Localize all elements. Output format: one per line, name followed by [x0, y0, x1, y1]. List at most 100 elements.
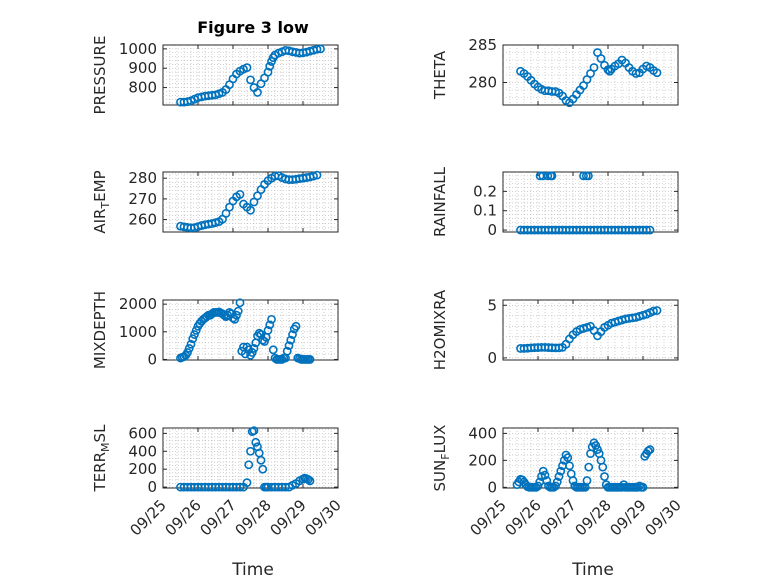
y-tick-label: 800: [128, 79, 157, 97]
x-tick-label: 09/27: [197, 496, 240, 539]
data-point: [254, 328, 264, 338]
data-point: [235, 298, 245, 308]
data-point: [242, 63, 252, 73]
data-point: [253, 88, 262, 97]
data-point: [589, 63, 599, 72]
data-point: [642, 225, 651, 235]
x-tick-label: 09/25: [467, 496, 510, 539]
y-tick-label: 0: [147, 350, 157, 368]
data-point: [312, 170, 322, 180]
data-point: [244, 460, 254, 470]
y-axis-label: TERRMSL: [91, 424, 112, 493]
data-point: [568, 476, 578, 485]
data-point: [638, 482, 648, 492]
y-tick-label: 0: [487, 221, 497, 239]
data-point: [235, 189, 245, 199]
data-point: [538, 466, 548, 476]
data-point: [184, 343, 194, 353]
x-tick-label: 09/30: [642, 496, 685, 539]
data-point: [593, 445, 602, 454]
data-point: [556, 466, 566, 476]
y-tick-label: 0: [487, 349, 497, 367]
data-point: [554, 472, 564, 481]
subplot-air-temp: 260 270 280 AIRTEMP: [91, 169, 339, 234]
data-point: [645, 445, 655, 454]
y-tick-label: 900: [128, 59, 157, 77]
y-axis-label: THETA: [431, 50, 449, 100]
data-point: [584, 171, 593, 181]
y-tick-label: 2000: [119, 295, 157, 313]
data-point: [600, 472, 609, 481]
y-axis-label: H2OMIXRA: [431, 289, 449, 370]
y-tick-label: 280: [468, 74, 497, 92]
data-point: [542, 476, 552, 485]
data-point: [230, 314, 240, 324]
data-point: [543, 171, 553, 181]
data-point: [649, 306, 658, 316]
data-point: [267, 314, 276, 324]
y-axis-label: MIXDEPTH: [91, 291, 109, 369]
data-point: [246, 446, 255, 456]
y-axis-label: PRESSURE: [91, 36, 109, 115]
data-point: [256, 455, 266, 465]
data-point: [258, 464, 268, 474]
x-tick-label: 09/26: [502, 496, 545, 539]
subplot-h2omixra: 0 5 H2OMIXRA: [431, 289, 679, 370]
data-point: [633, 482, 643, 492]
data-point: [554, 343, 564, 353]
data-point: [190, 330, 199, 339]
data-point: [552, 477, 562, 487]
data-point: [288, 330, 297, 339]
data-point: [584, 462, 594, 472]
data-point: [533, 481, 543, 491]
x-axis-label-right: Time: [571, 560, 614, 580]
y-tick-label: 5: [487, 296, 497, 314]
data-point: [540, 470, 550, 480]
data-point: [305, 355, 315, 364]
data-point: [579, 171, 588, 181]
y-axis-label: AIRTEMP: [91, 170, 112, 233]
x-tick-label: 09/28: [232, 496, 275, 539]
y-tick-label: 200: [468, 451, 497, 469]
data-point: [235, 482, 245, 492]
y-tick-label: 0.2: [473, 182, 497, 200]
y-tick-label: 280: [128, 169, 157, 187]
data-point: [282, 346, 292, 356]
data-point: [242, 478, 252, 488]
data-point: [312, 44, 322, 54]
data-point: [547, 171, 557, 181]
data-point: [596, 54, 606, 63]
x-tick-label: 09/29: [267, 496, 310, 539]
data-point: [563, 453, 573, 463]
data-point: [188, 334, 198, 344]
data-point: [265, 320, 275, 330]
data-point: [286, 335, 296, 345]
data-point: [265, 61, 275, 71]
x-axis-label-left: Time: [231, 560, 274, 580]
data-point: [247, 348, 257, 357]
y-axis-label: RAINFALL: [431, 166, 449, 237]
data-point: [551, 481, 560, 491]
data-point: [263, 326, 273, 335]
data-point: [249, 426, 259, 436]
data-point: [263, 67, 273, 77]
data-point: [582, 476, 592, 485]
data-point: [603, 65, 613, 75]
data-point: [598, 462, 608, 472]
data-point: [303, 475, 313, 484]
y-tick-label: 1000: [119, 40, 157, 58]
y-tick-label: 200: [128, 460, 157, 478]
y-tick-label: 0: [147, 478, 157, 496]
y-tick-label: 600: [128, 424, 157, 442]
data-point: [232, 310, 241, 320]
data-point: [565, 461, 574, 471]
data-point: [284, 341, 294, 351]
y-tick-label: 400: [468, 424, 497, 442]
x-tick-label: 09/29: [607, 496, 650, 539]
x-tick-label: 09/28: [572, 496, 615, 539]
